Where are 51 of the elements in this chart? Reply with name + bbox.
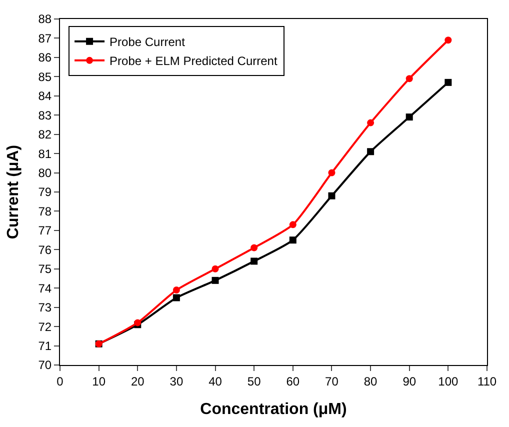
y-tick-label: 81 <box>38 146 52 161</box>
x-tick-label: 80 <box>364 374 378 388</box>
x-tick-label: 30 <box>170 374 184 388</box>
point <box>289 236 296 244</box>
point <box>289 221 296 228</box>
y-tick-label: 86 <box>38 50 52 65</box>
x-tick-label: 90 <box>402 374 416 388</box>
x-tick-label: 40 <box>208 374 222 388</box>
x-tick-label: 70 <box>325 374 339 388</box>
y-tick-label: 80 <box>38 166 52 180</box>
y-axis-title: Current (μA) <box>5 144 22 240</box>
point <box>406 114 413 121</box>
point <box>250 244 258 252</box>
y-tick-label: 75 <box>38 262 52 276</box>
y-tick-label: 83 <box>38 108 52 122</box>
y-tick-label: 79 <box>38 185 52 200</box>
y-tick-label: 84 <box>38 89 52 104</box>
y-tick-label: 74 <box>38 281 52 296</box>
point <box>212 265 219 272</box>
x-tick-label: 50 <box>247 374 262 388</box>
y-tick-label: 87 <box>38 31 52 46</box>
point <box>444 36 452 44</box>
legend-label: Probe + ELM Predicted Current <box>110 54 278 68</box>
y-tick-label: 72 <box>38 320 52 334</box>
y-tick-label: 73 <box>38 300 52 315</box>
x-tick-label: 10 <box>92 374 106 388</box>
y-tick-label: 76 <box>38 242 52 257</box>
x-tick-label: 110 <box>477 374 497 388</box>
point <box>367 148 374 156</box>
point <box>250 258 258 265</box>
x-tick-label: 100 <box>438 374 459 388</box>
legend-label: Probe Current <box>110 35 186 50</box>
y-tick-label: 78 <box>38 204 52 218</box>
x-tick-label: 0 <box>56 374 64 388</box>
y-tick-label: 70 <box>38 358 52 372</box>
y-tick-label: 88 <box>38 12 52 26</box>
point <box>406 75 413 82</box>
x-tick-label: 60 <box>286 374 300 388</box>
point <box>172 294 180 302</box>
point <box>367 119 374 126</box>
x-axis-title: Concentration (μM) <box>200 401 347 418</box>
x-tick-label: 20 <box>130 374 145 388</box>
point <box>328 192 336 200</box>
y-tick-label: 82 <box>38 128 52 142</box>
y-tick-label: 71 <box>38 338 52 353</box>
y-tick-label: 77 <box>38 224 52 238</box>
point <box>172 286 180 294</box>
point <box>328 169 336 176</box>
y-tick-label: 85 <box>38 70 52 84</box>
point <box>212 276 219 284</box>
point <box>444 78 452 86</box>
